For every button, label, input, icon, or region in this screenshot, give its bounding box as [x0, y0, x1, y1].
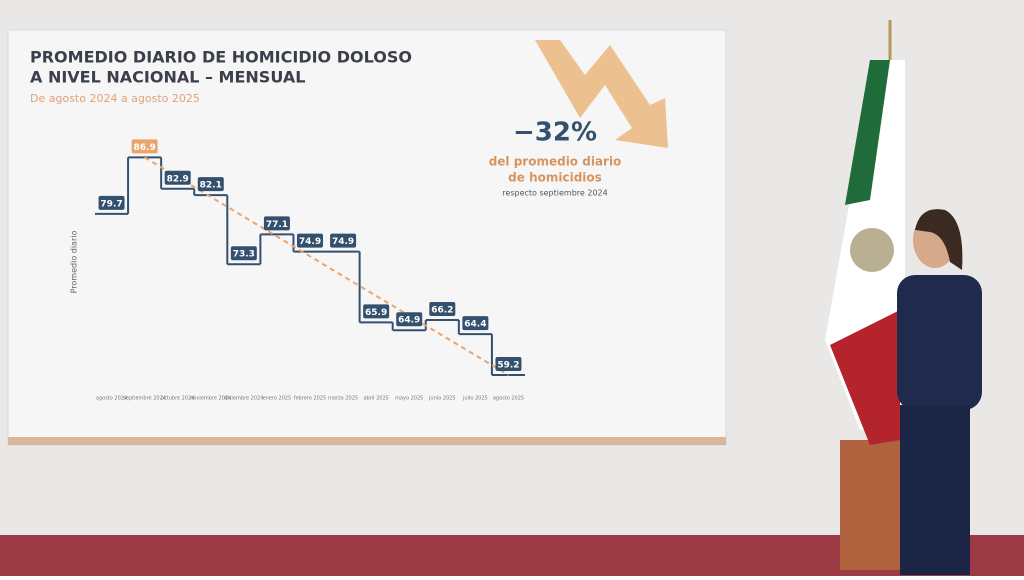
value-label: 64.9 [398, 316, 420, 326]
x-tick-label: julio 2025 [462, 396, 488, 402]
podium [840, 440, 900, 570]
x-tick-label: diciembre 2024 [224, 396, 263, 402]
trend-line [144, 156, 509, 376]
value-label: 74.9 [299, 237, 321, 247]
value-label: 74.9 [332, 237, 354, 247]
annotation-line: del promedio diario [489, 155, 622, 169]
value-label: 82.1 [200, 181, 222, 191]
value-label: 77.1 [266, 220, 288, 230]
value-label-box [197, 177, 224, 192]
x-tick-label: noviembre 2024 [190, 396, 231, 402]
value-label-box [98, 195, 125, 210]
flag-emblem [850, 228, 894, 272]
x-tick-label: agosto 2025 [493, 396, 524, 402]
value-label: 82.9 [167, 174, 189, 184]
x-tick-label: septiembre 2024 [123, 396, 166, 402]
value-label-box [297, 233, 323, 248]
person-trousers [900, 405, 970, 575]
person-jacket [897, 275, 982, 410]
value-label-box [363, 304, 390, 319]
y-axis-label: Promedio diario [70, 231, 79, 294]
x-tick-label: mayo 2025 [395, 396, 423, 402]
flag-green [845, 60, 890, 205]
value-label-box [230, 246, 257, 261]
x-tick-label: agosto 2024 [96, 396, 127, 402]
person-hair [915, 209, 963, 270]
chart-title-line2: A NIVEL NACIONAL – MENSUAL [30, 68, 305, 87]
x-tick-label: enero 2025 [263, 396, 292, 402]
x-tick-label: octubre 2024 [161, 396, 194, 402]
chart-title: PROMEDIO DIARIO DE HOMICIDIO DOLOSO [30, 48, 412, 67]
x-tick-label: abril 2025 [363, 396, 388, 402]
screen-bar [8, 437, 726, 445]
annotation-note: respecto septiembre 2024 [502, 189, 607, 198]
value-label: 64.4 [464, 320, 486, 330]
value-label: 73.3 [233, 250, 255, 260]
down-arrow [535, 40, 668, 148]
value-label-box [396, 312, 423, 327]
value-label-box [164, 170, 191, 185]
value-label-box [131, 139, 158, 154]
value-label: 66.2 [431, 306, 453, 316]
x-tick-label: junio 2025 [428, 396, 456, 402]
value-label-box [495, 357, 522, 371]
flag-red [830, 310, 900, 445]
x-tick-label: marzo 2025 [328, 396, 358, 402]
value-label-box [330, 233, 357, 248]
value-label-box [462, 316, 489, 331]
x-tick-label: febrero 2025 [294, 396, 326, 402]
value-label-box [429, 302, 456, 316]
annotation-line: de homicidios [508, 171, 602, 185]
value-label: 79.7 [100, 199, 122, 209]
value-label: 65.9 [365, 308, 387, 318]
chart-subtitle: De agosto 2024 a agosto 2025 [30, 92, 200, 105]
value-label: 86.9 [134, 143, 156, 153]
value-label-box [263, 216, 290, 231]
screen [7, 29, 727, 446]
annotation-value: −32% [513, 118, 597, 148]
value-label: 59.2 [497, 361, 519, 371]
